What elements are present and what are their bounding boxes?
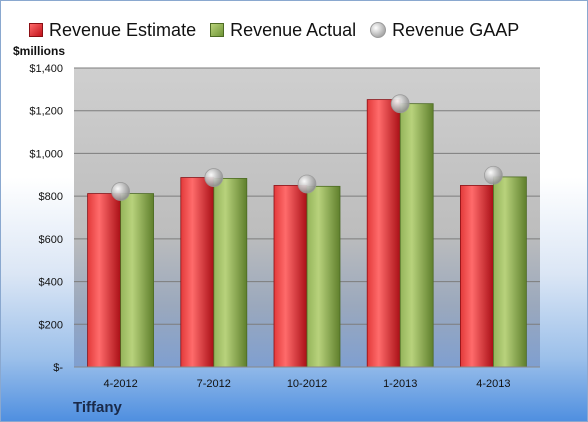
y-axis-unit-label: $millions: [13, 44, 66, 58]
y-tick-label: $1,000: [29, 148, 63, 160]
y-tick-label: $200: [39, 319, 63, 331]
legend-label-revenue-actual: Revenue Actual: [230, 19, 357, 40]
y-tick-label: $600: [39, 234, 63, 246]
marker-revenue-gaap: [390, 94, 410, 114]
bar-revenue-actual: [492, 176, 527, 368]
legend-item-revenue-gaap: Revenue GAAP: [370, 20, 519, 41]
bar-revenue-actual: [306, 185, 341, 368]
bar-revenue-actual: [120, 193, 154, 368]
legend-swatch-revenue-gaap: [370, 22, 387, 38]
marker-revenue-gaap: [204, 168, 224, 187]
legend-swatch-revenue-actual: [210, 23, 225, 37]
bar-revenue-estimate: [87, 193, 121, 368]
bar-revenue-estimate: [180, 177, 215, 368]
bar-revenue-estimate: [273, 185, 308, 368]
x-tick-label: 1-2013: [383, 378, 417, 390]
bar-revenue-estimate: [459, 185, 494, 368]
company-label: Tiffany: [73, 399, 122, 416]
marker-revenue-gaap: [111, 182, 130, 201]
bar-revenue-actual: [213, 178, 248, 368]
y-tick-label: $1,200: [29, 106, 63, 118]
y-axis-ticks: $- $200 $400 $600 $800 $1,000 $1,200 $1,400: [29, 63, 63, 374]
x-tick-label: 7-2012: [197, 378, 231, 390]
x-tick-label: 10-2012: [287, 378, 327, 390]
bar-revenue-actual: [399, 103, 434, 368]
marker-revenue-gaap: [297, 174, 317, 194]
marker-revenue-gaap: [483, 165, 503, 185]
y-tick-label: $1,400: [29, 63, 63, 75]
gaap-markers: [111, 94, 503, 201]
x-tick-label: 4-2012: [103, 378, 137, 390]
legend-label-revenue-gaap: Revenue GAAP: [392, 19, 520, 40]
y-tick-label: $800: [39, 191, 63, 203]
x-tick-label: 4-2013: [476, 378, 510, 390]
x-axis-ticks: 4-2012 7-2012 10-2012 1-2013 4-2013: [103, 378, 510, 390]
legend: Revenue Estimate Revenue Actual Revenue …: [29, 17, 519, 43]
legend-label-revenue-estimate: Revenue Estimate: [49, 19, 197, 40]
legend-swatch-revenue-estimate: [29, 23, 43, 37]
y-tick-label: $-: [53, 362, 63, 374]
y-tick-label: $400: [39, 277, 63, 289]
bar-revenue-estimate: [366, 99, 401, 368]
legend-item-revenue-estimate: Revenue Estimate: [29, 20, 196, 41]
legend-item-revenue-actual: Revenue Actual: [210, 20, 356, 41]
